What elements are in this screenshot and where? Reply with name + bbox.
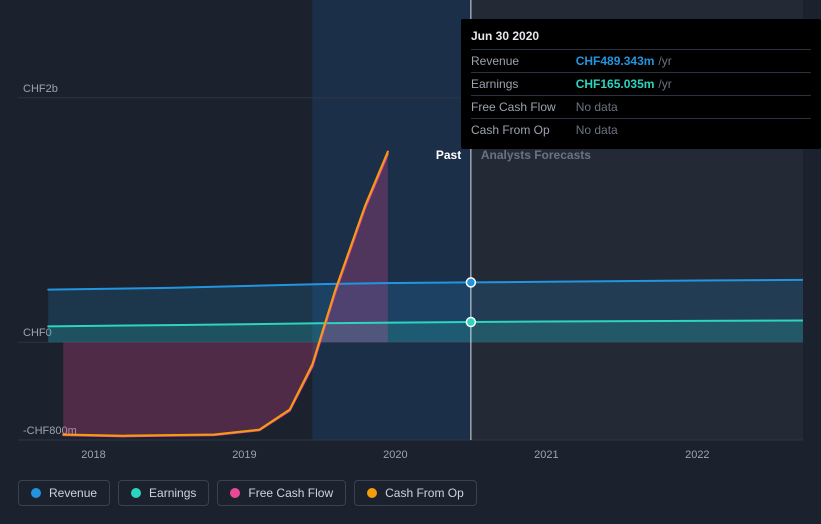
legend-swatch-icon — [31, 488, 41, 498]
legend-item-label: Cash From Op — [385, 486, 464, 500]
legend-swatch-icon — [367, 488, 377, 498]
legend-item-label: Free Cash Flow — [248, 486, 333, 500]
legend-item-revenue[interactable]: Revenue — [18, 480, 110, 506]
tooltip-row: RevenueCHF489.343m/yr — [471, 50, 811, 73]
tooltip-row: Free Cash FlowNo data — [471, 96, 811, 119]
chart-tooltip: Jun 30 2020 RevenueCHF489.343m/yrEarning… — [461, 19, 821, 149]
svg-text:CHF0: CHF0 — [23, 327, 52, 339]
svg-text:2019: 2019 — [232, 449, 256, 461]
svg-text:2021: 2021 — [534, 449, 558, 461]
tooltip-row-unit: /yr — [654, 50, 811, 73]
tooltip-row-nodata: No data — [576, 96, 811, 119]
tooltip-table: RevenueCHF489.343m/yrEarningsCHF165.035m… — [471, 49, 811, 141]
tooltip-row: EarningsCHF165.035m/yr — [471, 73, 811, 96]
forecast-region-label: Analysts Forecasts — [481, 148, 591, 162]
legend-item-earnings[interactable]: Earnings — [118, 480, 209, 506]
legend-swatch-icon — [230, 488, 240, 498]
tooltip-row: Cash From OpNo data — [471, 119, 811, 142]
tooltip-row-nodata: No data — [576, 119, 811, 142]
tooltip-row-label: Earnings — [471, 73, 576, 96]
legend-item-fcf[interactable]: Free Cash Flow — [217, 480, 346, 506]
svg-text:CHF2b: CHF2b — [23, 83, 58, 95]
svg-text:2022: 2022 — [685, 449, 709, 461]
past-region-label: Past — [436, 148, 461, 162]
tooltip-row-value: CHF489.343m — [576, 50, 655, 73]
tooltip-row-unit: /yr — [654, 73, 811, 96]
tooltip-row-value: CHF165.035m — [576, 73, 655, 96]
tooltip-row-label: Free Cash Flow — [471, 96, 576, 119]
svg-text:2018: 2018 — [81, 449, 105, 461]
legend-item-cfo[interactable]: Cash From Op — [354, 480, 477, 506]
legend-item-label: Revenue — [49, 486, 97, 500]
chart-legend: Revenue Earnings Free Cash Flow Cash From O… — [18, 480, 477, 506]
legend-item-label: Earnings — [149, 486, 196, 500]
tooltip-row-label: Revenue — [471, 50, 576, 73]
tooltip-row-label: Cash From Op — [471, 119, 576, 142]
legend-swatch-icon — [131, 488, 141, 498]
tooltip-date: Jun 30 2020 — [471, 27, 811, 49]
svg-text:2020: 2020 — [383, 449, 407, 461]
